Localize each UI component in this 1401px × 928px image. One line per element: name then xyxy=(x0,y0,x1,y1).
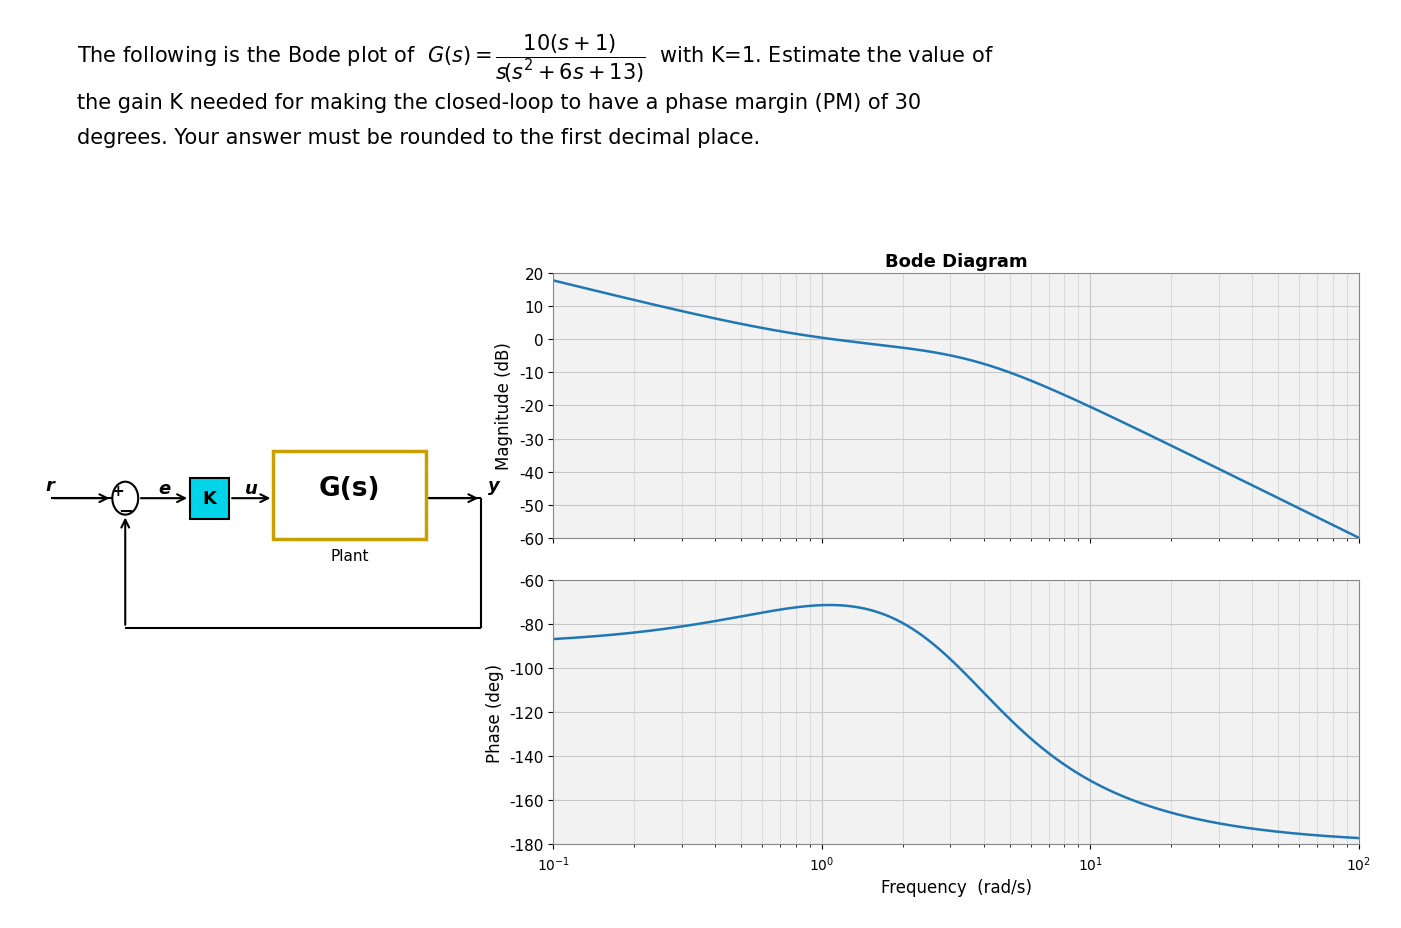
Text: −: − xyxy=(119,503,133,521)
Title: Bode Diagram: Bode Diagram xyxy=(885,252,1027,271)
Bar xyxy=(273,452,426,540)
Text: The following is the Bode plot of  $G(s) = \dfrac{10(s+1)}{s\!\left(s^2+6s+13\ri: The following is the Bode plot of $G(s) … xyxy=(77,32,993,84)
Text: degrees. Your answer must be rounded to the first decimal place.: degrees. Your answer must be rounded to … xyxy=(77,128,761,148)
Text: K: K xyxy=(203,490,217,508)
Text: u: u xyxy=(245,479,258,497)
Bar xyxy=(191,478,230,520)
Text: Plant: Plant xyxy=(331,548,368,563)
Text: y: y xyxy=(488,477,500,495)
Text: G(s): G(s) xyxy=(319,476,380,502)
Text: e: e xyxy=(158,479,170,497)
Y-axis label: Phase (deg): Phase (deg) xyxy=(486,663,503,762)
X-axis label: Frequency  (rad/s): Frequency (rad/s) xyxy=(881,878,1031,896)
Y-axis label: Magnitude (dB): Magnitude (dB) xyxy=(495,342,513,470)
Text: r: r xyxy=(46,477,55,495)
Text: +: + xyxy=(111,483,123,498)
Text: the gain K needed for making the closed-loop to have a phase margin (PM) of 30: the gain K needed for making the closed-… xyxy=(77,93,922,113)
